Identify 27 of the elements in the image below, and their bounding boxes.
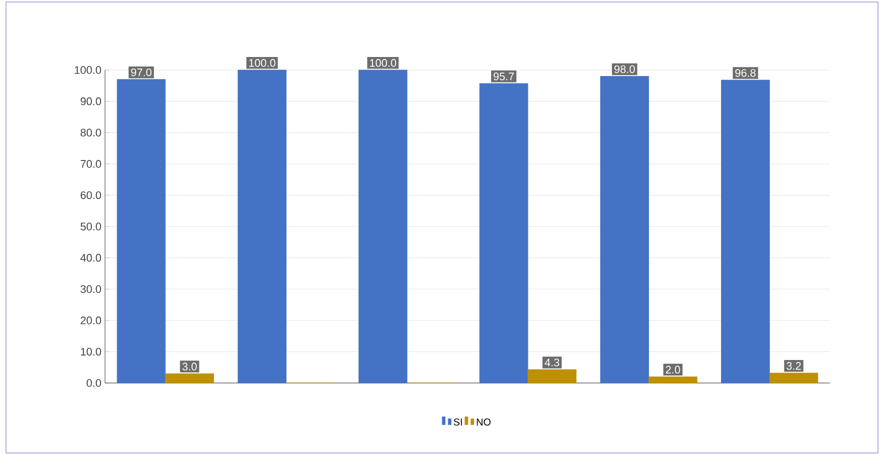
y-tick-label: 20.0 (80, 316, 102, 324)
y-tick-label: 80.0 (80, 128, 102, 136)
data-label: 98.0 (614, 65, 635, 74)
data-label: 4.3 (544, 358, 560, 366)
y-tick-label: 60.0 (80, 191, 102, 200)
y-tick-label: 70.0 (80, 160, 102, 168)
bar (165, 373, 214, 384)
data-label: 3.0 (182, 362, 197, 370)
y-tick-label: 40.0 (80, 254, 102, 262)
y-tick-label: 50.0 (80, 222, 102, 230)
y-tick-label: 0.0 (86, 379, 102, 387)
y-tick-label: 90.0 (80, 97, 102, 106)
bar (648, 376, 698, 384)
y-tick-label: 30.0 (80, 285, 102, 293)
data-label: 3.2 (786, 362, 801, 370)
data-label: 100.0 (370, 59, 396, 67)
data-label: 97.0 (131, 68, 152, 76)
data-label: 95.7 (494, 72, 514, 80)
data-label: 2.0 (666, 366, 680, 374)
y-tick-label: 10.0 (80, 348, 102, 356)
data-label: 100.0 (249, 59, 276, 67)
bar (528, 369, 576, 384)
y-tick-label: 100.0 (74, 66, 102, 74)
data-label: 96.8 (735, 69, 756, 77)
legend-label: SI (454, 418, 462, 426)
legend-label: NO (476, 418, 491, 426)
bar (769, 372, 818, 384)
